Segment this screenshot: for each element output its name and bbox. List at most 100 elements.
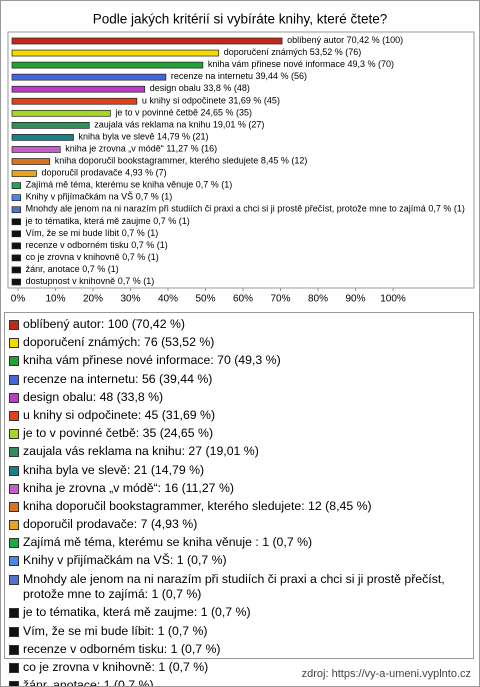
legend-swatch xyxy=(9,392,19,403)
x-tick-label: 40% xyxy=(158,294,178,305)
legend-swatch xyxy=(9,626,19,637)
legend-item: Zajímá mě téma, kterému se kniha věnuje … xyxy=(9,535,469,551)
legend-swatch xyxy=(9,429,19,440)
legend-label: Vím, že se mi bude líbit: 1 (0,7 %) xyxy=(23,623,208,638)
x-tick-label: 100% xyxy=(380,294,406,305)
bar-label: co je zrovna v knihovně 0,7 % (1) xyxy=(26,252,159,262)
bar xyxy=(11,97,138,105)
bar xyxy=(11,230,21,238)
bar xyxy=(11,85,146,93)
bar-label: je to tématika, která mě zaujme 0,7 % (1… xyxy=(25,216,190,226)
legend-label: recenze v odborném tisku: 1 (0,7 %) xyxy=(23,641,221,656)
legend: oblíbený autor: 100 (70,42 %) doporučení … xyxy=(4,312,474,686)
bar-category: Vím, že se mi bude líbit xyxy=(26,228,120,238)
legend-item: zaujala vás reklama na knihu: 27 (19,01 … xyxy=(9,444,469,460)
legend-item: recenze na internetu: 56 (39,44 %) xyxy=(9,372,469,388)
bar xyxy=(11,266,21,274)
legend-label: recenze na internetu: 56 (39,44 %) xyxy=(23,371,213,386)
legend-swatch xyxy=(9,501,19,512)
bar-label: oblíbený autor 70,42 % (100) xyxy=(287,35,403,45)
bar-label: Vím, že se mi bude líbit 0,7 % (1) xyxy=(26,228,159,238)
x-tick-label: 20% xyxy=(83,294,103,305)
bar-category: oblíbený autor xyxy=(287,35,344,45)
legend-item: kniha je zrovna „v módě“: 16 (11,27 %) xyxy=(9,481,469,497)
legend-swatch xyxy=(9,662,19,673)
bar-category: recenze na internetu xyxy=(171,72,253,82)
bar-value-label: 8,45 % (12) xyxy=(261,156,308,166)
bar xyxy=(11,242,21,250)
bar-category: kniha doporučil bookstagrammer, kterého … xyxy=(55,156,259,166)
legend-item: doporučení známých: 76 (53,52 %) xyxy=(9,335,469,351)
bar-category: je to tématika, která mě zaujme xyxy=(25,216,151,226)
bar-label: doporučení známých 53,52 % (76) xyxy=(224,47,362,57)
bar-value-label: 31,69 % (45) xyxy=(228,96,280,106)
legend-item: design obalu: 48 (33,8 %) xyxy=(9,390,469,406)
plot-frame xyxy=(7,31,475,289)
bar-value-label: 0,7 % (1) xyxy=(136,192,173,202)
legend-label: oblíbený autor: 100 (70,42 %) xyxy=(23,317,186,331)
legend-item: doporučil prodavače: 7 (4,93 %) xyxy=(9,517,469,533)
bar-category: zaujala vás reklama na knihu xyxy=(94,120,210,130)
bar-label: u knihy si odpočinete 31,69 % (45) xyxy=(142,96,280,106)
bar-category: design obalu xyxy=(150,84,201,94)
legend-swatch xyxy=(9,338,19,349)
legend-item: je to tématika, která mě zaujme: 1 (0,7 … xyxy=(9,605,469,621)
legend-swatch xyxy=(9,574,19,585)
legend-swatch xyxy=(9,644,19,655)
legend-swatch xyxy=(9,356,19,367)
bar-label: kniha je zrovna „v módě“ 11,27 % (16) xyxy=(65,144,217,154)
bar-label: zaujala vás reklama na knihu 19,01 % (27… xyxy=(94,120,264,130)
bar-value-label: 0,7 % (1) xyxy=(122,228,159,238)
legend-label: design obalu: 48 (33,8 %) xyxy=(23,389,164,404)
bar-label: Mnohdy ale jenom na ni narazím při studi… xyxy=(26,204,465,214)
legend-label: zaujala vás reklama na knihu: 27 (19,01 … xyxy=(23,444,259,459)
bar-value-label: 24,65 % (35) xyxy=(201,108,253,118)
bar-value-label: 0,7 % (1) xyxy=(131,240,168,250)
legend-label: doporučení známých: 76 (53,52 %) xyxy=(23,335,215,350)
bar-label: kniha byla ve slevě 14,79 % (21) xyxy=(78,132,208,142)
bar-label: žánr, anotace 0,7 % (1) xyxy=(26,264,119,274)
legend-swatch xyxy=(9,465,19,476)
legend-swatch xyxy=(9,608,19,619)
x-tick-label: 50% xyxy=(195,294,215,305)
chart-title: Podle jakých kritérií si vybíráte knihy,… xyxy=(93,12,388,27)
bar-category: co je zrovna v knihovně xyxy=(26,252,120,262)
bar xyxy=(11,206,21,214)
bar-label: recenze na internetu 39,44 % (56) xyxy=(171,72,307,82)
bar xyxy=(11,218,21,226)
legend-item: Vím, že se mi bude líbit: 1 (0,7 %) xyxy=(9,624,469,640)
bar xyxy=(11,254,21,262)
bar-category: doporučil prodavače xyxy=(41,168,122,178)
bar xyxy=(11,194,21,201)
source: zdroj: https://vy-a-umeni.vyplnto.cz xyxy=(301,668,471,680)
x-tick-label: 30% xyxy=(120,294,140,305)
legend-swatch xyxy=(9,410,19,421)
bar-label: doporučil prodavače 4,93 % (7) xyxy=(41,168,166,178)
legend-item: kniha byla ve slevě: 21 (14,79 %) xyxy=(9,463,469,479)
legend-label: co je zrovna v knihovně: 1 (0,7 %) xyxy=(23,659,209,674)
legend-label: kniha byla ve slevě: 21 (14,79 %) xyxy=(23,462,205,477)
bar-label: Knihy v přijímačkám na VŠ 0,7 % (1) xyxy=(26,192,173,202)
bar xyxy=(11,49,220,57)
bar xyxy=(11,37,283,45)
x-tick-label: 10% xyxy=(45,294,65,305)
bar xyxy=(11,170,37,177)
bar-category: kniha je zrovna „v módě“ xyxy=(65,144,164,154)
bar-value-label: 0,7 % (1) xyxy=(428,204,465,214)
bar-category: doporučení známých xyxy=(224,47,308,57)
bar xyxy=(11,121,90,129)
bar xyxy=(11,182,21,189)
bar-value-label: 19,01 % (27) xyxy=(213,120,265,130)
legend-swatch xyxy=(9,374,19,385)
bar-label: dostupnost v knihovně 0,7 % (1) xyxy=(26,276,155,286)
bar-category: je to v povinné četbě xyxy=(114,108,198,118)
bar-value-label: 0,7 % (1) xyxy=(153,216,190,226)
legend-item: u knihy si odpočinete: 45 (31,69 %) xyxy=(9,408,469,424)
bar-value-label: 0,7 % (1) xyxy=(196,180,233,190)
bar-category: Mnohdy ale jenom na ni narazím při studi… xyxy=(26,204,426,214)
bar-value-label: 33,8 % (48) xyxy=(203,84,250,94)
legend-item: Knihy v přijímačkám na VŠ: 1 (0,7 %) xyxy=(9,553,469,569)
bar-category: recenze v odborném tisku xyxy=(26,240,129,250)
legend-label: je to v povinné četbě: 35 (24,65 %) xyxy=(23,426,214,441)
